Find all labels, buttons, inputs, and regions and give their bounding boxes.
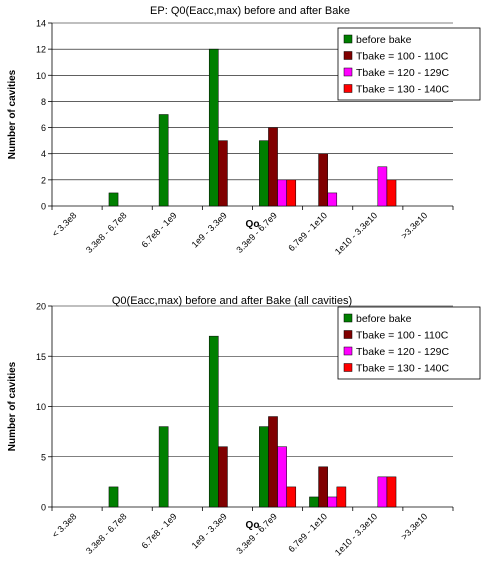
legend-label: Tbake = 100 - 110C (356, 51, 449, 63)
chart-svg-0: EP: Q0(Eacc,max) before and after Bake 0 2… (7, 5, 481, 257)
y-tick-label: 0 (41, 503, 46, 513)
chart-title: EP: Q0(Eacc,max) before and after Bake (150, 5, 350, 17)
bar-before-bake-2 (158, 114, 169, 207)
legend-swatch (343, 346, 353, 356)
legend-swatch (343, 34, 353, 44)
legend-swatch (343, 363, 353, 372)
x-tick-label: 3.3e8 - 6.7e8 (84, 210, 129, 255)
bar-before-bake-4 (259, 426, 269, 508)
x-tick-label: 3.3e9 - 6.7e9 (234, 511, 279, 556)
legend-label: Tbake = 120 - 129C (356, 67, 450, 79)
x-tick-label: 3.3e8 - 6.7e8 (84, 511, 129, 556)
bar-tbake-130-140c-4 (286, 179, 297, 207)
bar-tbake-130-140c-6 (386, 179, 397, 207)
bar-tbake-120-129c-4 (277, 446, 287, 508)
bar-tbake-130-140c-6 (386, 476, 397, 508)
x-tick-label: 1e10 - 3.3e10 (333, 210, 379, 256)
x-tick-label: < 3.3e8 (50, 511, 78, 539)
y-tick-label: 6 (41, 123, 46, 133)
bar-tbake-100-110c-3 (218, 446, 228, 508)
y-tick-label: 12 (36, 45, 46, 55)
y-axis-title: Number of cavities (7, 69, 18, 159)
bar-tbake-100-110c-4 (268, 127, 278, 207)
chart-ep-bake: EP: Q0(Eacc,max) before and after Bake 0 2… (0, 0, 483, 293)
bar-before-bake-1 (108, 486, 119, 508)
bar-before-bake-5 (309, 496, 319, 508)
legend-label: before bake (356, 34, 412, 46)
x-tick-label: 6.7e9 - 1e10 (286, 511, 329, 554)
bar-tbake-100-110c-5 (318, 153, 328, 207)
bar-tbake-120-129c-6 (377, 476, 388, 508)
legend-swatch (343, 67, 353, 77)
x-tick-label: 1e9 - 3.3e9 (190, 511, 229, 550)
bar-before-bake-2 (158, 426, 169, 508)
legend-swatch (343, 84, 353, 93)
legend-swatch (343, 313, 353, 323)
x-tick-label: 6.7e8 - 1e9 (139, 210, 178, 249)
y-tick-label: 20 (36, 302, 46, 312)
bar-tbake-120-129c-5 (327, 192, 338, 207)
bar-before-bake-4 (259, 140, 269, 207)
legend-label: Tbake = 130 - 140C (356, 84, 450, 96)
x-tick-label: >3.3e10 (399, 511, 429, 541)
y-tick-label: 0 (41, 202, 46, 212)
y-tick-label: 5 (41, 452, 46, 462)
y-tick-label: 10 (36, 402, 46, 412)
legend-label: Tbake = 100 - 110C (356, 330, 449, 342)
bar-tbake-100-110c-5 (318, 466, 328, 508)
y-axis-title: Number of cavities (7, 361, 18, 451)
x-tick-label: >3.3e10 (399, 210, 429, 240)
bar-tbake-100-110c-4 (268, 416, 278, 508)
legend-box (337, 306, 481, 380)
y-tick-label: 2 (41, 175, 46, 185)
legend-label: before bake (356, 313, 412, 325)
bar-tbake-120-129c-5 (327, 496, 338, 508)
x-axis-title: Qo (246, 219, 260, 230)
x-tick-label: 3.3e9 - 6.7e9 (234, 210, 279, 255)
legend-swatch (343, 330, 353, 339)
y-tick-label: 15 (36, 352, 46, 362)
y-tick-label: 8 (41, 97, 46, 107)
bar-tbake-130-140c-5 (336, 486, 347, 508)
chart-svg-1: Q0(Eacc,max) before and after Bake (all … (7, 295, 481, 558)
legend-label: Tbake = 120 - 129C (356, 346, 450, 358)
bar-before-bake-3 (208, 48, 219, 207)
legend-label: Tbake = 130 - 140C (356, 363, 450, 375)
x-tick-label: 6.7e8 - 1e9 (139, 511, 178, 550)
bar-tbake-120-129c-6 (377, 166, 388, 207)
y-tick-label: 14 (36, 19, 46, 29)
bar-before-bake-3 (208, 335, 219, 508)
x-tick-label: 1e9 - 3.3e9 (190, 210, 229, 249)
y-tick-label: 4 (41, 149, 46, 159)
chart-all-cavities-bake: Q0(Eacc,max) before and after Bake (all … (0, 294, 483, 587)
y-tick-label: 10 (36, 71, 46, 81)
bar-before-bake-1 (108, 192, 119, 207)
bar-tbake-120-129c-4 (277, 179, 287, 207)
x-tick-label: 1e10 - 3.3e10 (333, 511, 379, 557)
x-tick-label: < 3.3e8 (50, 210, 78, 238)
legend-swatch (343, 51, 353, 60)
bar-tbake-130-140c-4 (286, 486, 297, 508)
bar-tbake-100-110c-3 (218, 140, 228, 207)
x-tick-label: 6.7e9 - 1e10 (286, 210, 329, 253)
legend-box (337, 27, 481, 101)
x-axis-title: Qo (246, 520, 260, 531)
chart-title: Q0(Eacc,max) before and after Bake (all … (112, 295, 352, 307)
